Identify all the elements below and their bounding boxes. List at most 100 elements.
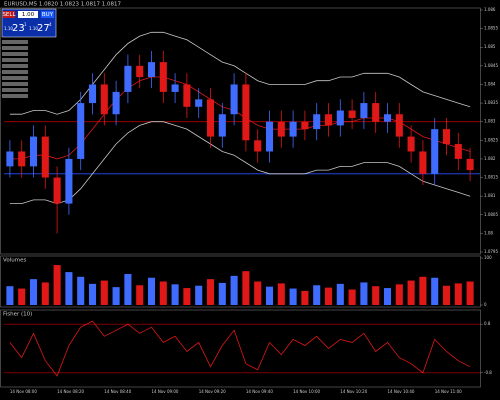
x-tick-label: 14 Nov 10:40	[388, 389, 415, 394]
candle-body	[136, 65, 144, 78]
candle-body	[242, 84, 250, 141]
indicator-line	[9, 76, 471, 160]
y-tick-label: -0.8	[484, 370, 492, 375]
buy-label[interactable]: BUY	[42, 12, 54, 18]
y-tick-label: 100	[484, 255, 492, 260]
ask-small: 4	[49, 22, 52, 27]
candle-body	[301, 121, 309, 130]
candle-body	[466, 158, 474, 171]
candle-body	[277, 121, 285, 137]
order-row[interactable]	[2, 76, 28, 80]
volume-bar	[395, 284, 403, 305]
order-row[interactable]	[2, 40, 28, 44]
bid-big: 23	[12, 23, 25, 34]
candle-body	[77, 103, 85, 159]
y-tick-label: 1.0845	[484, 63, 498, 68]
panel-frame	[0, 309, 481, 388]
candle-body	[372, 103, 380, 122]
volume-bar	[159, 281, 167, 305]
candle-body	[88, 84, 97, 104]
candle-body	[65, 158, 73, 204]
candle-body	[336, 110, 344, 126]
order-row[interactable]	[2, 52, 28, 56]
order-row[interactable]	[2, 82, 28, 86]
volume-bar	[383, 288, 392, 305]
volume-bar	[183, 288, 191, 305]
bid-prefix: 1.10	[4, 26, 13, 31]
candle-body	[218, 114, 226, 137]
y-tick-label: 1.0825	[484, 137, 498, 142]
volume-bar	[324, 287, 333, 305]
y-tick-label: 1.081	[484, 193, 496, 198]
x-tick-label: 14 Nov 10:00	[293, 389, 320, 394]
volume-bar	[124, 273, 132, 305]
sell-button[interactable]	[3, 11, 15, 18]
candle-body	[41, 136, 49, 178]
volume-bar	[53, 265, 61, 305]
indicator-title: Volumes	[3, 258, 26, 264]
y-tick-label: 1.0805	[484, 212, 498, 217]
candle-body	[289, 121, 297, 137]
indicator-line	[9, 121, 471, 205]
order-list	[2, 40, 28, 98]
candle-body	[395, 114, 403, 137]
x-tick-label: 14 Nov 11:00	[435, 389, 462, 394]
volume-bar	[431, 277, 439, 305]
candle-body	[407, 136, 415, 152]
lot-input[interactable]	[18, 11, 38, 18]
order-row[interactable]	[2, 70, 28, 74]
x-tick-label: 14 Nov 09:40	[246, 389, 273, 394]
lot-value[interactable]: 1.00	[22, 12, 35, 18]
bid-small: 1	[24, 22, 27, 27]
x-tick-label: 14 Nov 09:20	[199, 389, 226, 394]
volume-bar	[88, 283, 97, 305]
candle-body	[18, 151, 26, 167]
candle-body	[171, 84, 179, 92]
volume-bar	[254, 281, 262, 305]
volume-bar	[301, 290, 309, 305]
volume-bar	[407, 280, 415, 305]
y-tick-label: 1.0795	[484, 249, 498, 254]
volume-bar	[230, 275, 238, 305]
y-tick-label: 1.085	[484, 44, 496, 49]
y-tick-label: 1.084	[484, 81, 496, 86]
order-row[interactable]	[2, 88, 28, 92]
candle-body	[230, 84, 238, 115]
y-tick-label: 1.08	[484, 230, 493, 235]
candle-body	[112, 91, 120, 115]
x-tick-label: 14 Nov 10:20	[340, 389, 367, 394]
indicator-line	[9, 31, 471, 115]
volume-bar	[419, 276, 427, 305]
ask-big: 27	[37, 23, 50, 34]
y-tick-label: 1.082	[484, 156, 496, 161]
candle-body	[147, 62, 156, 78]
volume-bar	[242, 271, 250, 305]
y-tick-label: 0.8	[484, 321, 491, 326]
volume-bar	[265, 286, 274, 305]
y-tick-label: 1.0835	[484, 100, 498, 105]
volume-bar	[18, 288, 26, 305]
y-tick-label: 1.0815	[484, 175, 498, 180]
order-row[interactable]	[2, 46, 28, 50]
y-tick-label: 1.086	[484, 7, 496, 12]
order-row[interactable]	[2, 94, 28, 98]
panel-frame	[0, 7, 481, 255]
candle-body	[431, 129, 439, 174]
volume-bar	[289, 288, 297, 305]
order-row[interactable]	[2, 58, 28, 62]
volume-bar	[65, 272, 73, 305]
volume-bar	[77, 276, 85, 305]
candle-body	[313, 114, 321, 130]
y-tick-label: 1.083	[484, 119, 496, 124]
volume-bar	[112, 287, 120, 305]
volume-bar	[206, 279, 215, 305]
volume-bar	[6, 286, 14, 305]
candle-body	[442, 129, 451, 145]
sell-label[interactable]: SELL	[2, 12, 16, 18]
candle-body	[53, 177, 61, 204]
candle-body	[383, 114, 392, 122]
order-row[interactable]	[2, 64, 28, 68]
buy-button[interactable]	[41, 11, 54, 18]
y-tick-label: 1.0855	[484, 26, 498, 31]
